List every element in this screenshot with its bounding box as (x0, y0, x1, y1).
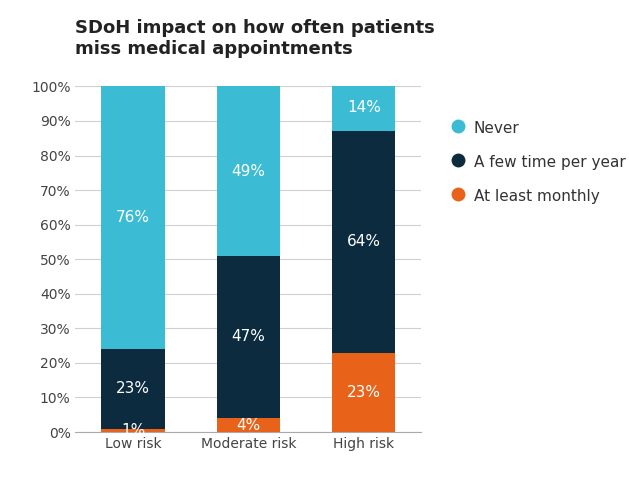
Bar (217, 86, 280, 256)
Bar (101, 429, 165, 432)
Bar (332, 132, 396, 352)
Text: 23%: 23% (116, 381, 150, 396)
Bar (332, 83, 396, 132)
Text: 47%: 47% (231, 329, 265, 345)
Text: SDoH impact on how often patients
miss medical appointments: SDoH impact on how often patients miss m… (75, 19, 435, 58)
Text: 49%: 49% (231, 164, 265, 179)
Text: 76%: 76% (116, 210, 150, 225)
Text: 64%: 64% (347, 234, 381, 250)
Text: 14%: 14% (347, 100, 381, 115)
Bar (217, 418, 280, 432)
Legend: Never, A few time per year, At least monthly: Never, A few time per year, At least mon… (447, 111, 629, 213)
Bar (101, 86, 165, 349)
Text: 1%: 1% (121, 423, 145, 438)
Bar (332, 352, 396, 432)
Bar (101, 349, 165, 429)
Text: 23%: 23% (347, 385, 381, 400)
Text: 4%: 4% (237, 418, 260, 432)
Bar (217, 256, 280, 418)
